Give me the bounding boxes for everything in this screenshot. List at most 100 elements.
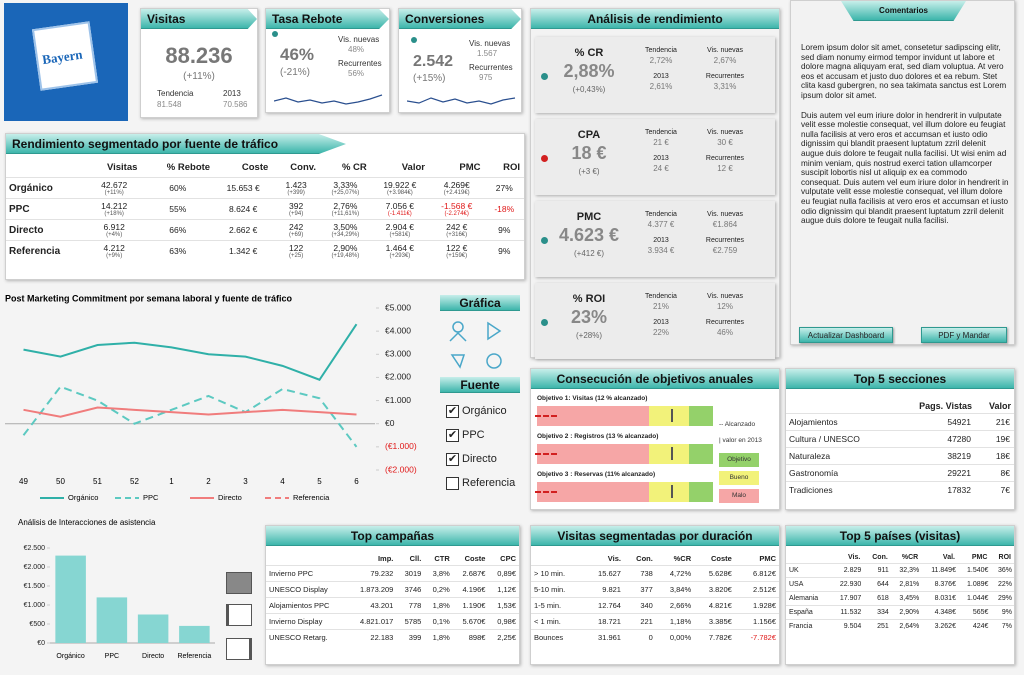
kpi-value: 88.236 bbox=[165, 43, 233, 68]
metric-sub-label: Tendencia bbox=[645, 293, 677, 300]
row-label: > 10 min. bbox=[531, 565, 584, 582]
goal-label: Objetivo 3 : Reservas (11% alcanzado) bbox=[537, 471, 656, 478]
checkbox-box[interactable]: ✔ bbox=[446, 452, 459, 466]
table-row: Francia 9.504 251 2,64% 3.262€ 424€ 7% bbox=[786, 619, 1014, 633]
cell: 4.269€ (+2.419€) bbox=[428, 177, 485, 199]
cell: 2.687€ bbox=[452, 565, 489, 582]
goal-bar bbox=[537, 406, 713, 426]
cell-sub: (+581€) bbox=[389, 232, 411, 238]
metric-sub-value: 2,67% bbox=[713, 56, 737, 65]
cell: 644 bbox=[863, 577, 891, 592]
cell: 424€ bbox=[957, 619, 991, 633]
checkbox[interactable]: ✔ PPC bbox=[446, 423, 522, 447]
cell: 0,98€ bbox=[488, 613, 519, 630]
bar bbox=[55, 555, 86, 643]
checkbox-box[interactable]: ✔ bbox=[446, 428, 459, 442]
cell: 1.873.209 bbox=[347, 581, 397, 598]
checkbox[interactable]: Referencia bbox=[446, 471, 522, 495]
cell: 22.930 bbox=[830, 577, 864, 592]
row-label: Gastronomía bbox=[786, 464, 894, 482]
row-label: Orgánico bbox=[6, 177, 87, 199]
cell: 9% bbox=[484, 219, 524, 241]
row-label: Referencia bbox=[6, 240, 87, 261]
checkbox[interactable]: ✔ Directo bbox=[446, 447, 522, 471]
kpi-change: (+15%) bbox=[413, 73, 446, 84]
metric-name: CPA bbox=[577, 129, 601, 141]
cell: 565€ bbox=[957, 605, 991, 620]
icon[interactable] bbox=[450, 354, 466, 369]
x-tick-label: Orgánico bbox=[56, 653, 85, 660]
header-cell: ROI bbox=[503, 162, 520, 173]
cell: 1,12€ bbox=[488, 581, 519, 598]
chart-type-icon[interactable] bbox=[226, 604, 252, 626]
cell: 8.031€ bbox=[921, 591, 958, 606]
metric-name: PMC bbox=[576, 211, 602, 223]
cell-sub: (+19,48%) bbox=[331, 253, 360, 259]
metric-sub-label: Recurrentes bbox=[705, 237, 745, 244]
table-row: Alojamientos 54921 21€ bbox=[786, 413, 1014, 431]
button[interactable]: Actualizar Dashboard bbox=[799, 327, 893, 343]
cell: 4.821€ bbox=[694, 597, 735, 614]
metric-change: (+28%) bbox=[575, 331, 602, 340]
metric-sub-value: €2.759 bbox=[712, 246, 738, 255]
chart-type-icon[interactable] bbox=[226, 638, 252, 660]
checkbox[interactable]: ✔ Orgánico bbox=[446, 399, 522, 423]
panel-title: Top campañas bbox=[266, 526, 519, 546]
metric-sub-value: 12 € bbox=[717, 164, 733, 173]
checkbox-box[interactable] bbox=[446, 476, 459, 490]
checkbox-box[interactable]: ✔ bbox=[446, 404, 459, 418]
legend-label: Alcanzado bbox=[724, 421, 756, 428]
row-label: Invierno PPC bbox=[266, 565, 348, 582]
status-dot bbox=[541, 319, 548, 326]
cell: 11.532 bbox=[830, 605, 864, 620]
cell: 27% bbox=[484, 177, 524, 199]
achieved-line bbox=[535, 491, 557, 493]
metric-name: % ROI bbox=[572, 293, 606, 305]
cell: 55% bbox=[141, 198, 215, 220]
bar-chart: Análisis de Interacciones de asistencia … bbox=[18, 518, 215, 660]
cell: 19€ bbox=[974, 430, 1014, 448]
icon[interactable] bbox=[452, 321, 464, 333]
zone-target bbox=[689, 406, 713, 426]
cell: 6.812€ bbox=[734, 565, 779, 582]
icon[interactable] bbox=[449, 331, 467, 342]
chart-type-icon[interactable] bbox=[226, 572, 252, 594]
icon[interactable] bbox=[486, 353, 502, 369]
cell: 2.512€ bbox=[734, 581, 779, 598]
legend-item: -- Alcanzado bbox=[719, 421, 756, 428]
cell: 15.653 € bbox=[214, 177, 273, 199]
cell: 18.721 bbox=[583, 613, 624, 630]
cell: 22.183 bbox=[347, 629, 397, 645]
row-label: Alojamientos bbox=[786, 413, 894, 431]
y-tick-label: €1.000 bbox=[385, 395, 411, 405]
metric-sub-label: Vis. nuevas bbox=[706, 211, 744, 218]
header-row: Pags. Vistas Valor bbox=[786, 399, 1014, 414]
metric-sub-value: 2,61% bbox=[649, 82, 673, 91]
cell-value: 1.423 bbox=[285, 180, 307, 190]
cell: 377 bbox=[623, 581, 656, 598]
cell: 2,90% bbox=[890, 605, 922, 620]
x-tick-label: Directo bbox=[142, 653, 164, 660]
cell: 2.662 € bbox=[214, 219, 273, 241]
checkbox-label: Orgánico bbox=[462, 405, 507, 417]
cell-value: 9% bbox=[498, 246, 511, 256]
panel-title: Análisis de rendimiento bbox=[531, 9, 779, 29]
header-cell: CPC bbox=[500, 554, 516, 563]
kpi-sub-label: 2013 bbox=[223, 89, 241, 98]
checkbox-label: Referencia bbox=[462, 477, 516, 489]
header-cell: Vis. bbox=[847, 554, 861, 561]
cell: 15.627 bbox=[583, 565, 624, 582]
value-2013-marker bbox=[671, 447, 673, 460]
cell: 66% bbox=[141, 219, 215, 241]
row-label: Cultura / UNESCO bbox=[786, 430, 894, 448]
table-row: UNESCO Display 1.873.209 3746 0,2% 4.196€ 1,1… bbox=[266, 581, 519, 598]
cell-value: 122 bbox=[289, 243, 304, 253]
icon[interactable] bbox=[487, 321, 502, 341]
header-cell: Visitas bbox=[106, 162, 138, 173]
button[interactable]: PDF y Mandar bbox=[921, 327, 1007, 343]
cell: 399 bbox=[396, 629, 425, 645]
cell: 0,89€ bbox=[488, 565, 519, 582]
row-label: Tradiciones bbox=[786, 481, 894, 498]
cell: 778 bbox=[396, 597, 425, 614]
series-line bbox=[23, 406, 357, 418]
